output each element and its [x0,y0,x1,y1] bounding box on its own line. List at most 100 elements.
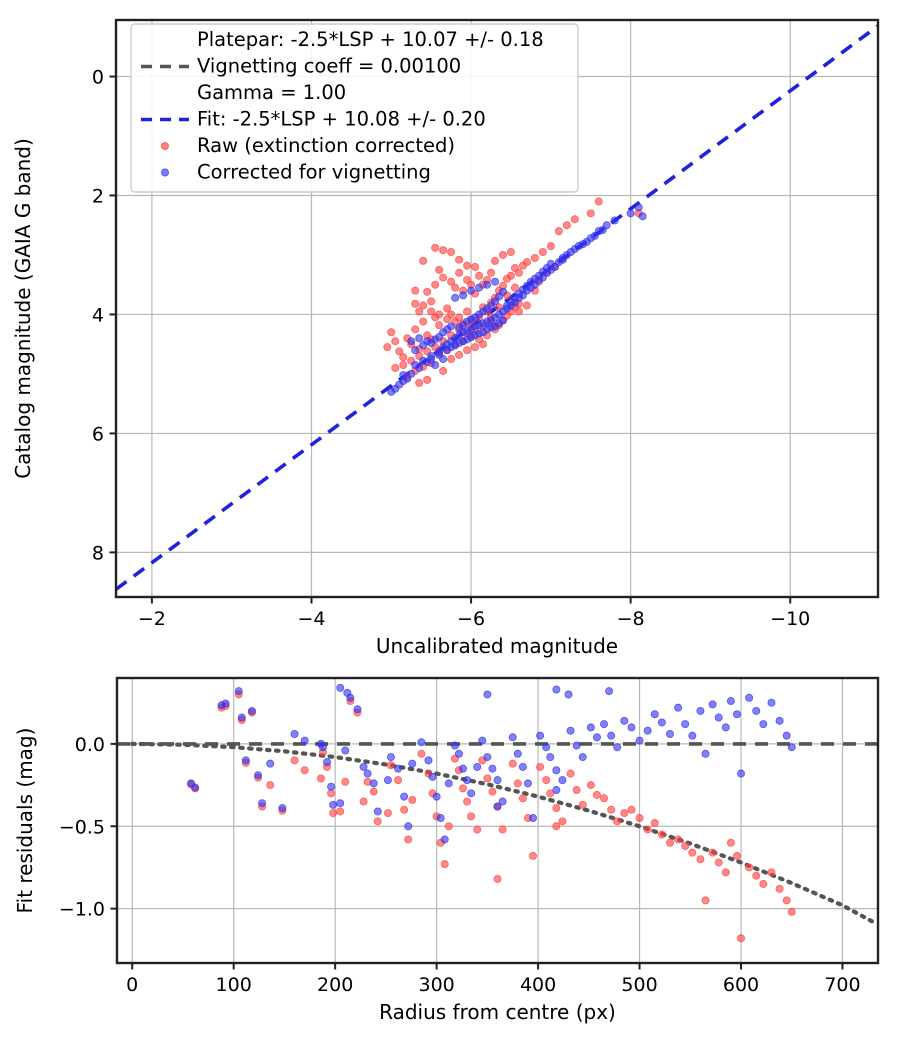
data-point [444,779,453,788]
data-point [552,685,561,694]
data-point [600,794,609,803]
data-point [701,749,710,758]
data-point [432,792,441,801]
data-point [435,265,444,274]
data-point [643,825,652,834]
data-point [254,771,263,780]
data-point [752,706,761,715]
x-tick-label: 500 [621,974,657,996]
data-point [463,776,472,785]
data-point [471,343,480,352]
data-point [592,733,601,742]
data-point [343,688,352,697]
data-point [586,209,595,218]
data-point [767,868,776,877]
data-point [566,726,575,735]
data-point [447,247,456,256]
data-point [373,807,382,816]
data-point [191,783,200,792]
data-point [266,781,275,790]
data-point [278,804,287,813]
data-point [463,261,472,270]
data-point [665,730,674,739]
y-tick-label: 2 [92,185,104,207]
legend-entry[interactable]: Vignetting coeff = 0.00100 [141,55,461,78]
x-tick-label: 200 [317,974,353,996]
legend-marker-dot-blue [160,168,169,177]
data-point [518,762,527,771]
data-point [455,323,464,332]
legend-entry-label: Gamma = 1.00 [197,81,346,104]
data-point [391,337,400,346]
x-tick-label: −8 [617,608,645,630]
legend-entry[interactable]: Platepar: -2.5*LSP + 10.07 +/- 0.18 [197,28,544,51]
data-point [635,736,644,745]
data-point [427,297,436,306]
data-point [488,764,497,773]
data-point [369,787,378,796]
data-point [613,743,622,752]
data-point [613,817,622,826]
x-axis-label: Uncalibrated magnitude [376,634,618,658]
data-point [582,237,591,246]
data-point [463,797,472,806]
legend-entry[interactable]: Fit: -2.5*LSP + 10.08 +/- 0.20 [141,108,486,131]
data-point [752,871,761,880]
legend-entry[interactable]: Raw (extinction corrected) [160,134,455,157]
data-point [594,197,603,206]
data-point [341,746,350,755]
data-point [529,851,538,860]
data-point [564,690,573,699]
data-point [620,716,629,725]
data-point [359,762,368,771]
data-point [514,268,523,277]
data-point [506,271,515,280]
y-axis-label: Catalog magnitude (GAIA G band) [11,138,35,479]
x-tick-label: −4 [297,608,325,630]
data-point [478,736,487,745]
data-point [428,772,437,781]
data-point [650,818,659,827]
data-point [455,350,464,359]
data-point [586,723,595,732]
data-point [431,280,440,289]
data-point [626,209,635,218]
data-point [455,268,464,277]
data-point [696,855,705,864]
legend-entry-label: Vignetting coeff = 0.00100 [197,55,461,78]
data-point [463,346,472,355]
data-point [488,787,497,796]
data-point [536,731,545,740]
data-point [369,779,378,788]
data-point [592,790,601,799]
data-point [415,334,424,343]
data-point [447,277,456,286]
data-point [681,842,690,851]
data-point [329,809,338,818]
data-point [336,799,345,808]
data-point [681,720,690,729]
data-point [782,896,791,905]
data-point [607,731,616,740]
data-point [650,710,659,719]
data-point [726,838,735,847]
x-tick-label: 400 [520,974,556,996]
data-point [775,884,784,893]
data-point [487,323,496,332]
data-point [546,242,555,251]
data-point [674,835,683,844]
data-point [745,693,754,702]
x-tick-label: 100 [216,974,252,996]
data-point [436,814,445,823]
data-point [234,687,243,696]
legend-entry[interactable]: Corrected for vignetting [160,161,431,184]
data-point [514,307,523,316]
data-point [467,286,476,295]
scatter-series-corrected-for-vignetting [187,683,796,844]
legend-entry[interactable]: Gamma = 1.00 [197,81,346,104]
data-point [498,250,507,259]
data-point [400,792,409,801]
data-point [493,776,502,785]
data-point [600,720,609,729]
data-point [610,216,619,225]
